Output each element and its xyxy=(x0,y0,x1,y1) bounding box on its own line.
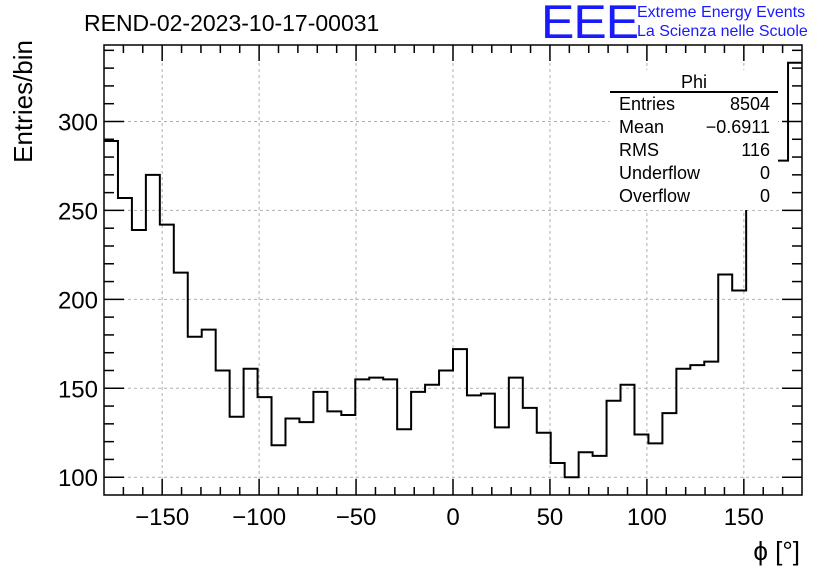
logo-caption-line2: La Scienza nelle Scuole xyxy=(637,23,808,40)
stats-row-value: 116 xyxy=(741,140,770,160)
stats-title: Phi xyxy=(681,72,707,92)
x-tick-label: −150 xyxy=(135,504,189,531)
axis-ticks xyxy=(104,45,802,495)
y-axis-label: Entries/bin xyxy=(8,40,38,163)
logo-caption-line1: Extreme Energy Events xyxy=(637,4,806,21)
x-axis-label: ϕ [°] xyxy=(753,536,800,566)
stats-row-value: 0 xyxy=(760,186,770,206)
stats-row-label: Underflow xyxy=(619,163,701,183)
x-tick-labels: −150 −100 −50 0 50 100 150 xyxy=(135,504,764,531)
stats-row-label: Entries xyxy=(619,94,675,114)
stats-box: Phi Entries 8504 Mean −0.6911 RMS 116 Underflo… xyxy=(610,70,778,210)
stats-row-label: Mean xyxy=(619,117,664,137)
stats-row-value: −0.6911 xyxy=(706,117,770,137)
x-tick-label: 100 xyxy=(627,504,667,531)
x-tick-label: 150 xyxy=(724,504,764,531)
stats-row-label: RMS xyxy=(619,140,659,160)
y-tick-label: 200 xyxy=(58,287,98,314)
y-tick-label: 150 xyxy=(58,376,98,403)
y-tick-label: 300 xyxy=(58,109,98,136)
y-tick-label: 100 xyxy=(58,465,98,492)
stats-row-value: 0 xyxy=(760,163,770,183)
x-tick-label: −100 xyxy=(232,504,286,531)
eee-logo: EEE xyxy=(541,0,639,49)
histogram-series xyxy=(104,61,802,479)
y-tick-labels: 100 150 200 250 300 xyxy=(58,109,98,492)
logo-caption: Extreme Energy Events La Scienza nelle S… xyxy=(637,3,808,41)
x-tick-label: −50 xyxy=(336,504,377,531)
run-title: REND-02-2023-10-17-00031 xyxy=(84,10,380,36)
stats-row-label: Overflow xyxy=(619,186,691,206)
stats-row-value: 8504 xyxy=(730,94,770,114)
y-tick-label: 250 xyxy=(58,198,98,225)
stats-rows: Entries 8504 Mean −0.6911 RMS 116 Underflow 0 Ov… xyxy=(619,94,770,206)
x-tick-label: 0 xyxy=(446,504,459,531)
x-tick-label: 50 xyxy=(537,504,564,531)
